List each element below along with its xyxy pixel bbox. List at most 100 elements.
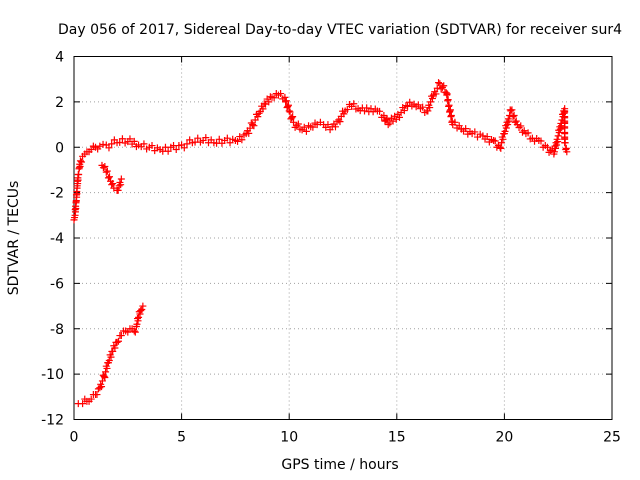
y-tick-label: 4	[55, 50, 64, 66]
data-point	[462, 125, 470, 133]
data-point	[194, 134, 202, 142]
x-tick-label: 10	[280, 430, 298, 446]
y-tick-label: -12	[41, 413, 64, 429]
data-point	[376, 107, 384, 115]
data-point	[444, 96, 452, 104]
data-point	[402, 102, 410, 110]
data-point	[443, 90, 451, 98]
data-point	[118, 135, 126, 143]
data-point	[496, 143, 504, 151]
data-point	[126, 135, 134, 143]
chart-title: Day 056 of 2017, Sidereal Day-to-day VTE…	[58, 22, 622, 38]
data-point	[483, 133, 491, 141]
data-point	[438, 83, 446, 91]
data-point	[102, 168, 110, 176]
data-point	[426, 104, 434, 112]
data-point	[507, 107, 515, 115]
series-secondary	[74, 302, 147, 408]
data-point	[293, 122, 301, 130]
data-point	[400, 107, 408, 115]
data-point	[282, 97, 290, 105]
data-point	[286, 108, 294, 116]
data-point	[164, 147, 172, 155]
data-point	[395, 113, 403, 121]
data-point	[136, 310, 144, 318]
data-point	[335, 116, 343, 124]
data-point	[106, 173, 114, 181]
data-point	[501, 127, 509, 135]
data-point	[382, 116, 390, 124]
y-tick-label: -4	[50, 231, 64, 247]
data-point	[524, 129, 532, 137]
data-point	[140, 140, 148, 148]
data-point	[451, 118, 459, 126]
data-point	[277, 90, 285, 98]
data-point	[130, 137, 138, 145]
axis-ticks	[73, 56, 613, 420]
data-point	[424, 107, 432, 115]
data-point	[105, 144, 113, 152]
data-point	[336, 118, 344, 126]
data-point	[563, 148, 571, 156]
data-point	[340, 110, 348, 118]
data-point	[505, 117, 513, 125]
data-points	[70, 79, 571, 408]
data-point	[250, 122, 258, 130]
data-point	[510, 111, 518, 119]
y-tick-label: 2	[55, 95, 64, 111]
data-point	[202, 134, 210, 142]
data-point	[433, 84, 441, 92]
data-point	[288, 114, 296, 122]
data-point	[93, 391, 101, 399]
data-point	[499, 135, 507, 143]
data-point	[138, 305, 146, 313]
data-point	[103, 167, 111, 175]
y-tick-label: -8	[50, 322, 64, 338]
data-point	[96, 142, 104, 150]
data-point	[290, 118, 298, 126]
data-point	[537, 137, 545, 145]
data-point	[101, 163, 109, 171]
data-point	[285, 107, 293, 115]
data-point	[76, 157, 84, 165]
data-point	[447, 111, 455, 119]
data-point	[414, 101, 422, 109]
data-point	[504, 121, 512, 129]
y-tick-label: -10	[41, 367, 64, 383]
data-point	[440, 82, 448, 90]
data-point	[148, 142, 156, 150]
data-point	[101, 374, 109, 382]
data-point	[427, 98, 435, 106]
data-point	[100, 372, 108, 380]
data-point	[109, 180, 117, 188]
data-point	[249, 121, 257, 129]
data-point	[446, 106, 454, 114]
data-point	[117, 332, 125, 340]
data-point	[281, 93, 289, 101]
data-point	[289, 113, 297, 121]
data-point	[515, 124, 523, 132]
data-point	[324, 121, 332, 129]
data-point	[294, 120, 302, 128]
data-point	[343, 105, 351, 113]
data-point	[380, 111, 388, 119]
data-point	[518, 128, 526, 136]
data-point	[238, 136, 246, 144]
y-axis-label: SDTVAR / TECUs	[6, 181, 22, 296]
data-point	[265, 98, 273, 106]
data-point	[223, 134, 231, 142]
data-point	[254, 113, 262, 121]
data-point	[331, 123, 339, 131]
data-point	[509, 113, 517, 121]
data-point	[284, 102, 292, 110]
data-point	[363, 104, 371, 112]
x-tick-label: 25	[603, 430, 621, 446]
data-point	[497, 144, 505, 152]
data-point	[139, 302, 147, 310]
y-tick-labels: -12 -10 -8 -6 -4 -2 0 2 4	[41, 50, 64, 429]
y-tick-label: 0	[55, 140, 64, 156]
y-tick-label: -2	[50, 186, 64, 202]
data-point	[498, 139, 506, 147]
data-point	[543, 143, 551, 151]
data-point	[172, 146, 180, 154]
